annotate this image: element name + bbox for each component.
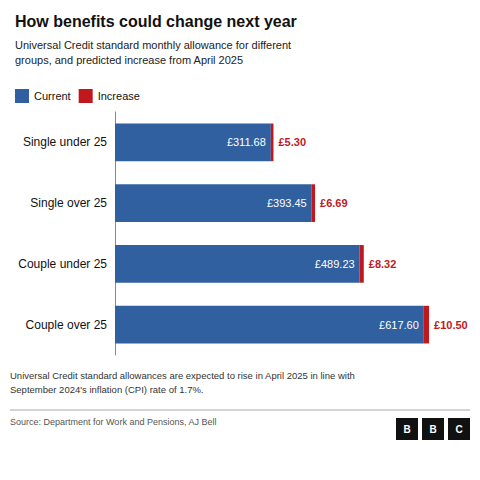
svg-text:£8.32: £8.32 xyxy=(369,258,397,270)
svg-text:Single over 25: Single over 25 xyxy=(30,196,107,210)
svg-text:£5.30: £5.30 xyxy=(278,136,306,148)
svg-text:£393.45: £393.45 xyxy=(267,197,307,209)
svg-text:Source: Department for Work an: Source: Department for Work and Pensions… xyxy=(10,417,216,427)
svg-text:Increase: Increase xyxy=(98,90,140,102)
svg-text:B: B xyxy=(403,424,410,435)
svg-text:B: B xyxy=(429,424,436,435)
svg-text:£10.50: £10.50 xyxy=(434,319,468,331)
svg-text:Current: Current xyxy=(34,90,71,102)
svg-text:Single under 25: Single under 25 xyxy=(23,135,107,149)
svg-text:£6.69: £6.69 xyxy=(320,197,348,209)
svg-text:£489.23: £489.23 xyxy=(315,258,355,270)
svg-text:£617.60: £617.60 xyxy=(379,319,419,331)
svg-text:September 2024's inflation (CP: September 2024's inflation (CPI) rate of… xyxy=(10,384,204,395)
svg-text:Couple over 25: Couple over 25 xyxy=(26,318,108,332)
svg-text:£311.68: £311.68 xyxy=(227,136,266,148)
svg-text:groups, and predicted increase: groups, and predicted increase from Apri… xyxy=(15,54,243,66)
svg-text:Couple under 25: Couple under 25 xyxy=(18,257,107,271)
svg-text:C: C xyxy=(455,424,462,435)
svg-text:Universal Credit standard allo: Universal Credit standard allowances are… xyxy=(10,370,355,381)
svg-text:Universal Credit standard mont: Universal Credit standard monthly allowa… xyxy=(15,39,291,51)
svg-text:How benefits could change next: How benefits could change next year xyxy=(15,13,297,30)
